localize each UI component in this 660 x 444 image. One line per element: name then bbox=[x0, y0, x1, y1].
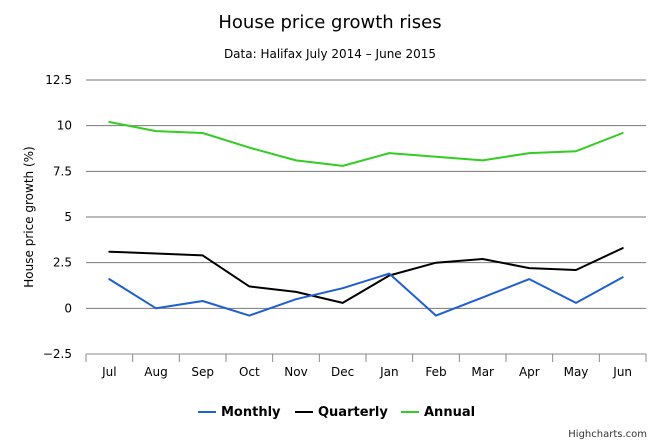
legend-item-annual[interactable]: Annual bbox=[401, 405, 475, 420]
x-tick-label: Nov bbox=[284, 365, 307, 379]
y-tick-label: −2.5 bbox=[43, 347, 72, 361]
x-axis-ticks: Jul Aug Sep Oct Nov Dec Jan Feb Mar Apr May Jun bbox=[85, 353, 647, 379]
chart-title: House price growth rises bbox=[218, 12, 441, 33]
x-tick-label: Sep bbox=[191, 365, 214, 379]
y-tick-label: 7.5 bbox=[53, 164, 72, 178]
y-tick-label: 12.5 bbox=[45, 73, 72, 87]
legend-item-quarterly[interactable]: Quarterly bbox=[295, 405, 388, 420]
legend-label: Quarterly bbox=[318, 405, 388, 420]
series-lines bbox=[108, 121, 624, 317]
x-tick-label: Jun bbox=[612, 365, 632, 379]
x-tick-label: Aug bbox=[144, 365, 167, 379]
x-tick-label: Apr bbox=[519, 365, 540, 379]
credits-link[interactable]: Highcharts.com bbox=[568, 429, 647, 440]
x-tick-label: May bbox=[564, 365, 589, 379]
series-line-annual bbox=[108, 121, 624, 167]
x-tick-label: Jul bbox=[101, 365, 116, 379]
y-axis-ticks: −2.5 0 2.5 5 7.5 10 12.5 bbox=[43, 73, 72, 361]
x-tick-label: Dec bbox=[331, 365, 354, 379]
chart-subtitle: Data: Halifax July 2014 – June 2015 bbox=[224, 47, 436, 61]
y-axis-label: House price growth (%) bbox=[22, 146, 36, 287]
legend-label: Annual bbox=[424, 405, 475, 420]
legend[interactable]: Monthly Quarterly Annual bbox=[198, 405, 475, 420]
series-line-quarterly bbox=[108, 247, 624, 304]
y-tick-label: 0 bbox=[64, 301, 72, 315]
y-tick-label: 5 bbox=[64, 210, 72, 224]
x-tick-label: Mar bbox=[471, 365, 494, 379]
x-tick-label: Feb bbox=[425, 365, 446, 379]
series-line-monthly bbox=[108, 272, 624, 317]
legend-label: Monthly bbox=[221, 405, 281, 420]
grid bbox=[86, 79, 646, 355]
y-tick-label: 2.5 bbox=[53, 256, 72, 270]
legend-item-monthly[interactable]: Monthly bbox=[198, 405, 281, 420]
x-tick-label: Oct bbox=[239, 365, 260, 379]
x-tick-label: Jan bbox=[379, 365, 399, 379]
y-tick-label: 10 bbox=[57, 119, 72, 133]
